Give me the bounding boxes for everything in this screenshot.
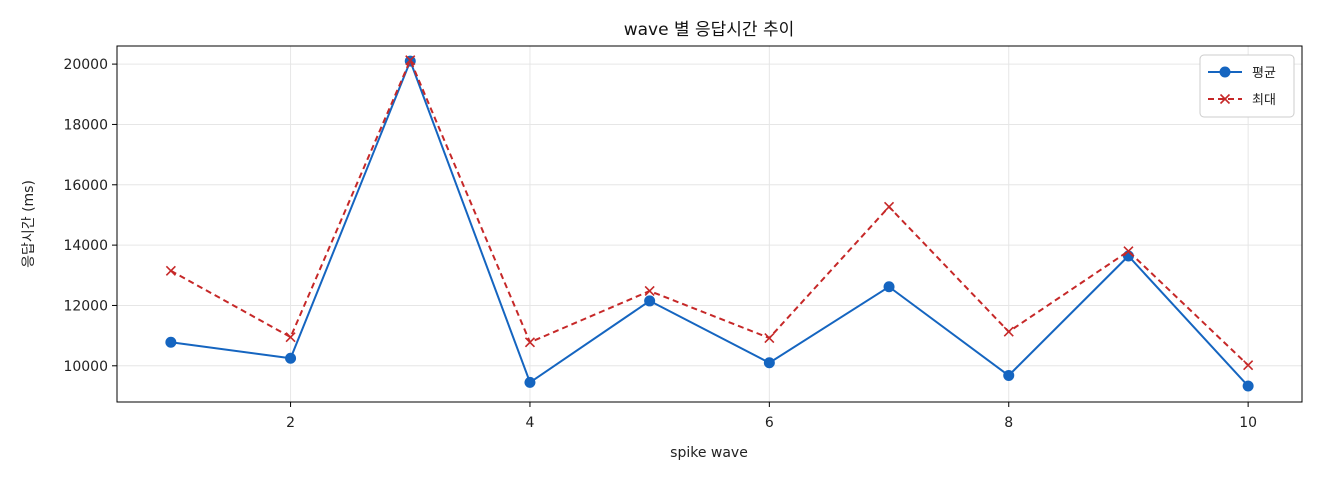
data-point xyxy=(883,281,895,293)
axis-ticks: 2 4 6 8 10 10000 12000 14000 16000 18000 20000 xyxy=(63,57,1257,431)
data-point xyxy=(165,265,176,276)
data-point xyxy=(285,332,296,343)
data-point xyxy=(1123,246,1134,257)
y-tick-label: 10000 xyxy=(63,359,108,375)
plot-frame xyxy=(116,45,1303,403)
x-tick-label: 8 xyxy=(1004,415,1013,431)
legend-label: 평균 xyxy=(1252,66,1276,81)
legend-box xyxy=(1199,54,1295,118)
data-point xyxy=(883,201,895,212)
series-line xyxy=(170,57,1249,366)
data-point xyxy=(764,332,775,344)
grid xyxy=(117,46,1302,402)
y-axis-label: 응답시간 (ms) xyxy=(21,180,37,268)
x-tick-label: 2 xyxy=(286,415,295,431)
legend-label: 최대 xyxy=(1252,93,1276,108)
x-tick-label: 4 xyxy=(525,415,534,431)
data-point xyxy=(1003,369,1015,381)
data-point xyxy=(644,285,655,297)
data-point xyxy=(405,55,416,66)
series-1 xyxy=(165,55,1254,392)
data-point xyxy=(1242,380,1254,392)
legend-entry: 평균 xyxy=(1208,66,1276,81)
series-line xyxy=(170,58,1249,387)
y-tick-label: 16000 xyxy=(63,178,108,194)
legend-entry: 최대 xyxy=(1208,93,1276,108)
x-tick-label: 10 xyxy=(1239,415,1257,431)
y-tick-label: 18000 xyxy=(63,117,108,133)
data-point xyxy=(644,295,656,307)
data-point xyxy=(763,357,775,369)
data-point xyxy=(165,336,177,348)
data-point xyxy=(285,352,297,364)
legend-marker xyxy=(1219,93,1231,105)
data-point xyxy=(524,376,536,388)
y-tick-label: 20000 xyxy=(63,57,108,73)
chart-title: wave 별 응답시간 추이 xyxy=(624,20,795,40)
legend-marker xyxy=(1219,66,1231,78)
data-point xyxy=(1243,360,1254,371)
x-tick-label: 6 xyxy=(765,415,774,431)
x-axis-label: spike wave xyxy=(670,445,748,461)
series-layer xyxy=(165,55,1254,392)
data-point xyxy=(524,337,536,348)
series-2 xyxy=(165,55,1254,371)
y-tick-label: 12000 xyxy=(63,298,108,314)
y-tick-label: 14000 xyxy=(63,238,108,254)
data-point xyxy=(1003,326,1014,337)
